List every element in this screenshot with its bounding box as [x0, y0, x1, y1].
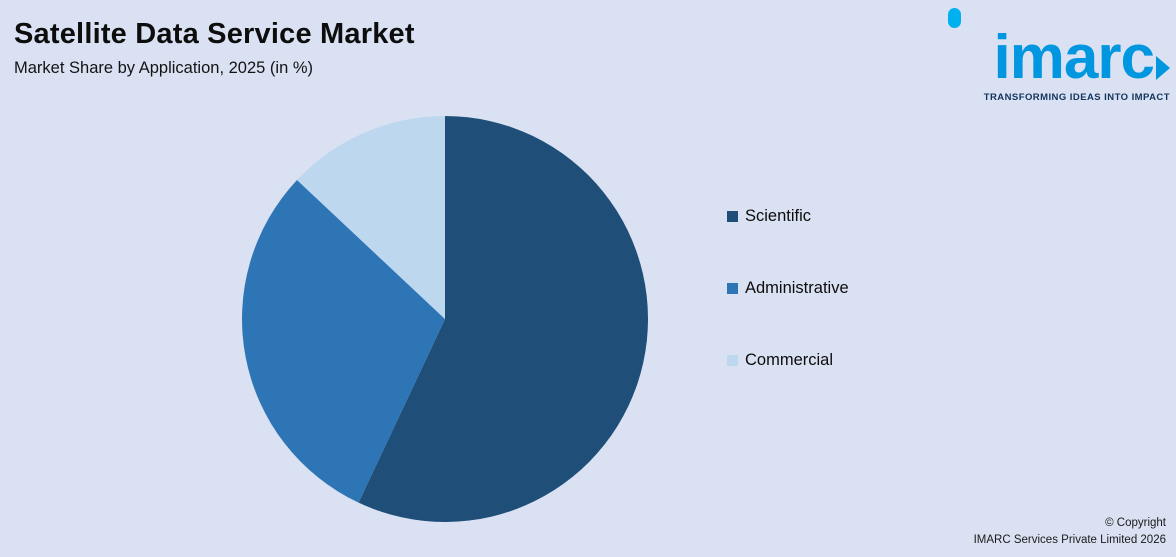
- pie-slice-administrative: [242, 180, 445, 503]
- legend: Scientific Administrative Commercial: [727, 207, 849, 370]
- legend-swatch-icon: [727, 283, 738, 294]
- legend-item-commercial: Commercial: [727, 351, 849, 370]
- legend-swatch-icon: [727, 355, 738, 366]
- chart-subtitle: Market Share by Application, 2025 (in %): [14, 59, 313, 77]
- pie-slice-scientific: [358, 116, 648, 522]
- logo-tagline: TRANSFORMING IDEAS INTO IMPACT: [983, 92, 1170, 103]
- imarc-logo: imarc TRANSFORMING IDEAS INTO IMPACT: [934, 8, 1170, 103]
- copyright-line2: IMARC Services Private Limited 2026: [973, 533, 1166, 546]
- copyright: © Copyright IMARC Services Private Limit…: [974, 515, 1166, 550]
- legend-swatch-icon: [727, 211, 738, 222]
- pie-slice-commercial: [297, 116, 445, 319]
- logo-wordmark: imarc: [993, 22, 1155, 92]
- legend-label: Administrative: [745, 279, 849, 297]
- pie-chart: [242, 116, 648, 522]
- chart-title: Satellite Data Service Market: [14, 18, 415, 50]
- logo-row: imarc: [934, 8, 1170, 92]
- copyright-line1: © Copyright: [1105, 516, 1166, 529]
- legend-item-scientific: Scientific: [727, 207, 849, 226]
- legend-label: Scientific: [745, 207, 812, 225]
- logo-arrow-icon: [1156, 56, 1170, 80]
- header: Satellite Data Service Market Market Sha…: [14, 18, 415, 78]
- legend-label: Commercial: [745, 351, 834, 369]
- legend-item-administrative: Administrative: [727, 279, 849, 298]
- logo-i-dot-icon: [948, 8, 961, 28]
